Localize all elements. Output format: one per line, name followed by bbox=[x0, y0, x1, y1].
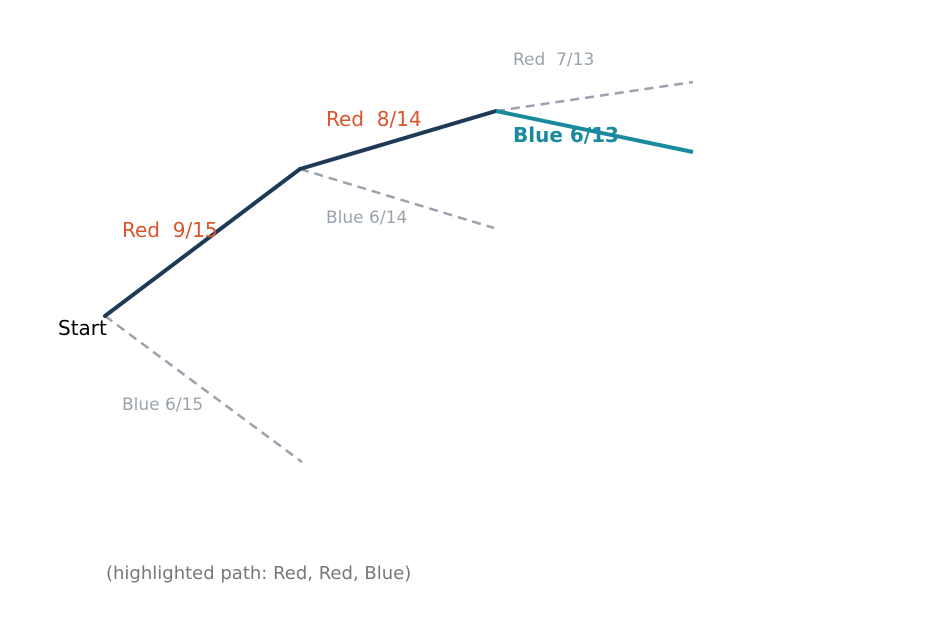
branch-red-2 bbox=[298, 109, 498, 171]
label-blue-1: Blue 6/15 bbox=[122, 395, 204, 415]
label-blue-2: Blue 6/14 bbox=[326, 208, 408, 228]
branch-blue-1 bbox=[104, 314, 303, 464]
label-red-2: Red 8/14 bbox=[326, 107, 422, 131]
branch-red-3 bbox=[495, 80, 694, 113]
label-red-3: Red 7/13 bbox=[513, 50, 595, 70]
label-blue-3: Blue 6/13 bbox=[513, 123, 619, 147]
label-red-1: Red 9/15 bbox=[122, 218, 218, 242]
branch-blue-2 bbox=[299, 167, 495, 230]
branch-red-1 bbox=[103, 167, 302, 318]
path-caption: (highlighted path: Red, Red, Blue) bbox=[106, 563, 412, 584]
start-label: Start bbox=[58, 316, 107, 340]
branch-blue-3 bbox=[495, 109, 694, 154]
